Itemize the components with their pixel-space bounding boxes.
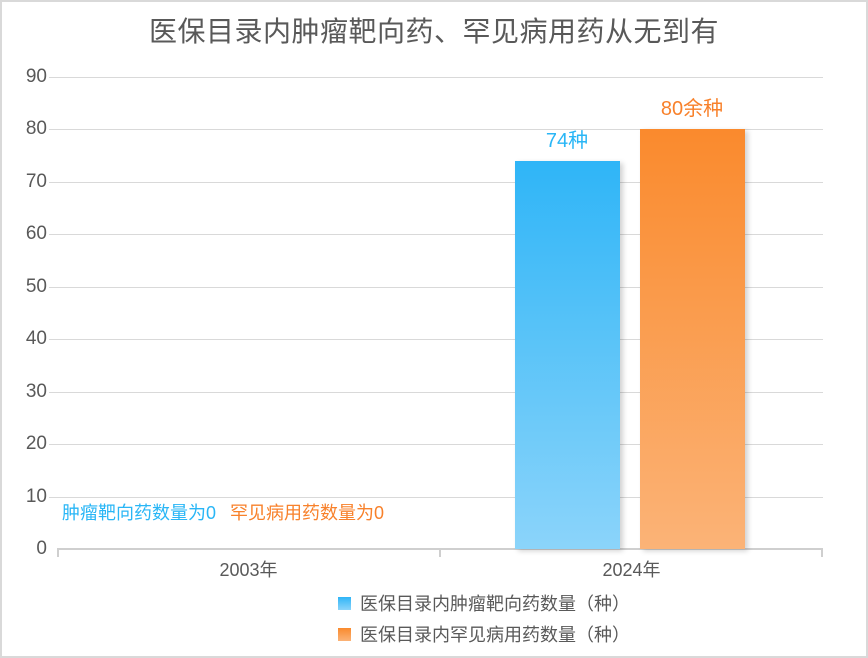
x-label-2003: 2003年 (219, 560, 278, 580)
gridline (49, 391, 823, 393)
y-tick-label: 70 (25, 170, 47, 192)
bar-tumor-targeted-drugs (515, 160, 620, 549)
gridline (49, 339, 823, 341)
y-tick-label: 80 (25, 118, 47, 140)
y-tick-label: 0 (36, 538, 47, 559)
x-axis-tick (57, 550, 59, 557)
legend-item-tumor: 医保目录内肿瘤靶向药数量（种） (338, 592, 630, 614)
zero-annotations: 肿瘤靶向药数量为0 罕见病用药数量为0 (62, 501, 384, 525)
plot-area: 0 10 20 30 40 50 60 70 80 90 74种 80余种 肿瘤靶向药数量为0 罕… (26, 66, 823, 580)
bar-rare-disease-drugs (640, 129, 745, 549)
y-tick-label: 30 (25, 380, 47, 402)
x-axis-tick (439, 550, 441, 557)
x-axis-tick (821, 550, 823, 557)
y-tick-label: 20 (25, 433, 47, 455)
chart-title: 医保目录内肿瘤靶向药、罕见病用药从无到有 (148, 16, 719, 47)
legend-swatch-orange-icon (338, 627, 351, 641)
gridline (49, 444, 823, 446)
legend-label-tumor: 医保目录内肿瘤靶向药数量（种） (360, 594, 630, 614)
legend-swatch-blue-icon (338, 596, 351, 610)
gridline (49, 77, 823, 78)
legend-item-rare: 医保目录内罕见病用药数量（种） (338, 623, 630, 645)
legend: 医保目录内肿瘤靶向药数量（种） 医保目录内罕见病用药数量（种） (338, 592, 630, 654)
gridline (49, 286, 823, 288)
annotation-tumor-zero: 肿瘤靶向药数量为0 (62, 503, 217, 523)
y-tick-label: 50 (25, 275, 47, 297)
gridline (49, 181, 823, 183)
bar-value-label-tumor: 74种 (545, 129, 589, 152)
y-tick-label: 90 (25, 66, 47, 87)
x-axis-line (57, 548, 823, 550)
annotation-rare-zero: 罕见病用药数量为0 (230, 503, 385, 523)
y-tick-label: 60 (25, 223, 47, 245)
legend-label-rare: 医保目录内罕见病用药数量（种） (360, 625, 630, 645)
gridline (49, 129, 823, 131)
y-tick-label: 10 (25, 485, 47, 507)
x-label-2024: 2024年 (602, 560, 661, 580)
gridline (49, 496, 823, 498)
bar-value-label-rare: 80余种 (660, 98, 724, 121)
y-tick-label: 40 (25, 328, 47, 350)
gridline (49, 234, 823, 236)
